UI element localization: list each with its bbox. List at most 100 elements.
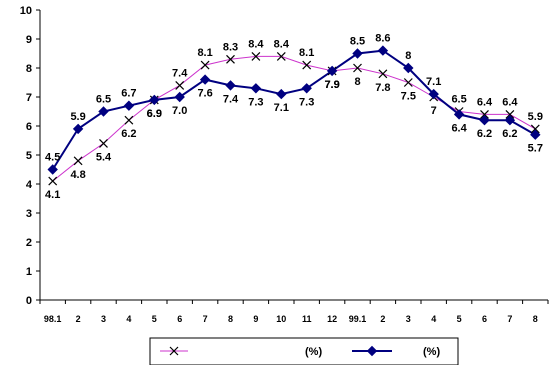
x-tick-label: 11	[302, 314, 312, 324]
y-tick-label: 4	[26, 179, 33, 191]
series-1-data-label: 6.9	[147, 108, 162, 120]
series-2-data-label: 6.2	[477, 128, 492, 140]
series-2-data-label: 8	[405, 50, 411, 62]
series-2-point	[453, 109, 465, 120]
series-1-data-label: 4.1	[45, 189, 60, 201]
series-2-data-label: 7.1	[274, 102, 289, 114]
series-2-point	[199, 74, 211, 85]
x-tick-label: 10	[276, 314, 286, 324]
series-2-point	[428, 88, 439, 100]
x-tick-label: 3	[406, 314, 411, 324]
series-2-data-label: 7.4	[223, 93, 239, 105]
series-2-line	[51, 49, 536, 171]
series-2-point	[352, 48, 363, 59]
series-2-data-label: 7.1	[426, 76, 441, 88]
legend: (%) (%)	[149, 337, 459, 365]
x-tick-label: 7	[203, 314, 208, 324]
series-1-data-label: 7.5	[401, 91, 416, 103]
x-tick-label: 12	[327, 314, 337, 324]
series-1-data-label: 8.3	[223, 41, 238, 53]
data-labels: 4.1 4.8 5.4 6.2 6.9 7.4 8.1 8.3 8.4 8.4 8.1 7.9 8 7.8…	[45, 33, 543, 202]
series-2-data-label: 6.9	[147, 108, 162, 120]
legend-series-1-x-icon	[169, 346, 179, 356]
series-1-point	[251, 51, 261, 61]
series-2-data-label: 7.0	[172, 105, 187, 117]
x-tick-label: 3	[101, 314, 106, 324]
x-tick-label: 8	[228, 314, 233, 324]
series-1-point	[73, 156, 83, 166]
x-tick-label: 5	[152, 314, 157, 324]
series-1-data-label: 7.4	[172, 67, 188, 79]
series-1-data-label: 8.1	[299, 47, 314, 59]
series-2-point	[479, 114, 490, 126]
legend-series-2-label: (%)	[423, 346, 440, 358]
series-2-data-label: 7.6	[197, 88, 212, 100]
x-tick-label: 2	[76, 314, 81, 324]
y-tick-label: 2	[26, 237, 32, 249]
series-1-point	[378, 69, 388, 79]
x-tick-label: 5	[457, 314, 462, 324]
y-tick-label: 7	[26, 92, 32, 104]
series-layer	[47, 45, 541, 186]
series-2-point	[149, 94, 160, 106]
series-1-data-label: 8	[354, 76, 360, 88]
series-2-data-label: 4.5	[45, 152, 60, 164]
series-2-point	[98, 106, 109, 117]
series-2-point	[123, 100, 135, 111]
series-2-data-label: 7.9	[324, 79, 339, 91]
series-2-point	[174, 91, 185, 103]
series-2-data-label: 5.9	[70, 111, 85, 123]
x-tick-label: 98.1	[44, 314, 62, 324]
series-2-data-label: 6.2	[502, 128, 517, 140]
series-2-point	[504, 114, 516, 126]
series-2-point	[326, 65, 338, 77]
x-tick-label: 9	[253, 314, 258, 324]
series-1-point	[530, 124, 540, 134]
x-tick-label: 6	[177, 314, 182, 324]
series-2-data-label: 6.5	[96, 94, 111, 106]
series-2-data-label: 6.4	[451, 122, 467, 134]
series-1-point	[353, 63, 362, 73]
series-1-point	[403, 78, 413, 87]
y-tick-label: 0	[26, 295, 32, 307]
series-2-point	[530, 129, 541, 140]
series-2-data-label: 8.6	[375, 33, 390, 45]
series-1-point	[124, 115, 134, 125]
series-1-point	[99, 138, 108, 148]
legend-series-2-diamond-icon	[366, 345, 378, 357]
series-1-data-label: 6.4	[502, 96, 518, 108]
x-tick-label: 2	[380, 314, 385, 324]
series-2-point	[301, 83, 312, 94]
series-1-data-label: 7.9	[324, 79, 339, 91]
y-tick-label: 10	[20, 5, 32, 17]
y-tick-label: 3	[26, 208, 32, 220]
x-tick-label: 4	[126, 314, 131, 324]
series-1-point	[276, 51, 286, 61]
series-1-data-label: 8.4	[248, 38, 264, 50]
series-2-point	[47, 164, 58, 175]
series-1-data-label: 7	[431, 105, 437, 117]
series-2-point	[225, 80, 236, 91]
y-tick-label: 8	[26, 63, 32, 75]
series-1-data-label: 6.2	[121, 128, 136, 140]
x-tick-label: 8	[533, 314, 538, 324]
legend-series-1-label: (%)	[305, 346, 322, 358]
series-1-point	[302, 60, 312, 70]
legend-series-1-marker	[169, 346, 179, 356]
series-1-data-label: 8.4	[274, 38, 290, 50]
legend-series-2-marker	[366, 345, 378, 357]
series-2-data-label: 7.3	[248, 96, 263, 108]
series-1-point	[226, 54, 235, 64]
series-2-point	[250, 83, 262, 94]
x-tick-label: 7	[507, 314, 512, 324]
series-1-data-label: 6.5	[451, 94, 466, 106]
series-1-data-label: 4.8	[70, 169, 85, 181]
series-2-point	[276, 88, 287, 100]
series-1-point	[175, 80, 185, 90]
series-2-point	[377, 45, 389, 56]
series-1-point	[505, 109, 515, 119]
series-1-line	[52, 55, 536, 182]
series-1-point	[48, 176, 58, 186]
